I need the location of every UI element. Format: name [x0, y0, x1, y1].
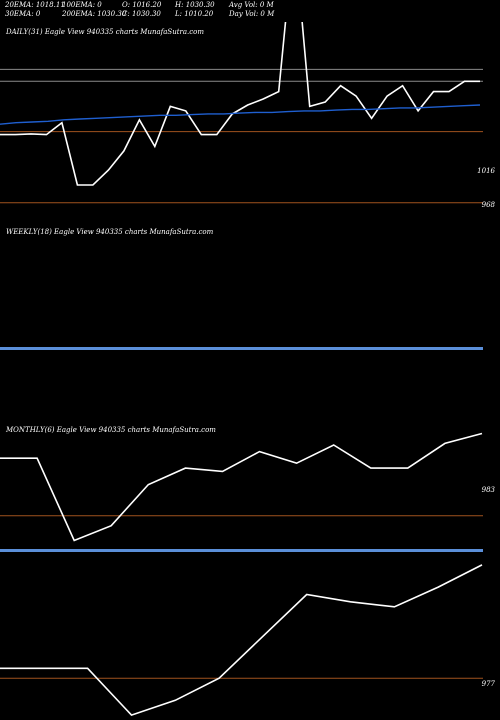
stat-avg-vol: Avg Vol: 0 M: [229, 1, 274, 9]
stats-header: 20EMA: 1018.11 100EMA: 0 O: 1016.20 H: 1…: [0, 0, 500, 20]
stat-high: H: 1030.30: [175, 1, 215, 9]
bottom-label-977: 977: [481, 680, 495, 688]
weekly-chart-title: WEEKLY(18) Eagle View 940335 charts Muna…: [6, 228, 214, 236]
stat-low: L: 1010.20: [175, 10, 214, 18]
daily-chart-title: DAILY(31) Eagle View 940335 charts Munaf…: [6, 28, 205, 36]
bottom-chart-svg: [0, 564, 483, 717]
daily-price-line: [0, 22, 480, 186]
stat-200ema: 200EMA: 1030.30: [62, 10, 127, 18]
monthly-chart-panel: MONTHLY(6) Eagle View 940335 charts Muna…: [0, 422, 500, 557]
stat-100ema: 100EMA: 0: [62, 1, 102, 9]
bottom-chart-panel: 977: [0, 560, 500, 720]
monthly-label-983: 983: [481, 486, 495, 494]
daily-chart-panel: DAILY(31) Eagle View 940335 charts Munaf…: [0, 22, 500, 222]
bottom-price-line: [0, 564, 483, 717]
monthly-divider: [0, 549, 483, 552]
stat-20ema: 20EMA: 1018.11: [5, 1, 65, 9]
daily-label-968: 968: [481, 201, 495, 209]
daily-label-1016: 1016: [477, 167, 495, 175]
weekly-chart-panel: WEEKLY(18) Eagle View 940335 charts Muna…: [0, 224, 500, 354]
monthly-price-line: [0, 432, 483, 542]
stat-day-vol: Day Vol: 0 M: [229, 10, 275, 18]
monthly-chart-svg: [0, 432, 483, 542]
stat-30ema: 30EMA: 0: [5, 10, 41, 18]
stat-open: O: 1016.20: [122, 1, 162, 9]
daily-ema-line: [0, 104, 481, 125]
daily-chart-svg: [0, 22, 483, 204]
weekly-divider: [0, 347, 483, 350]
stat-close: C: 1030.30: [122, 10, 161, 18]
monthly-chart-title: MONTHLY(6) Eagle View 940335 charts Muna…: [6, 426, 216, 434]
